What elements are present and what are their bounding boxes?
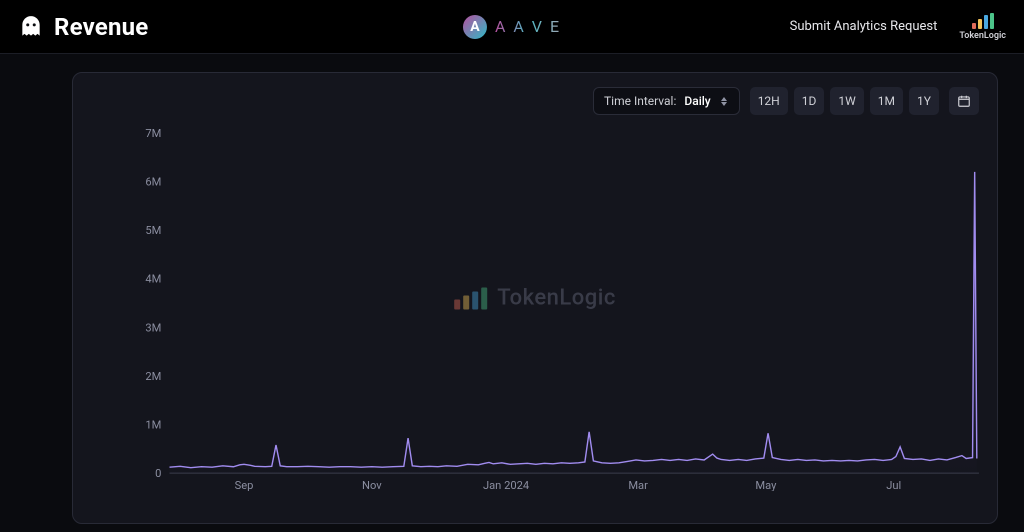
svg-text:May: May [755,479,777,491]
time-interval-value: Daily [684,94,710,108]
svg-text:0: 0 [155,467,161,480]
tokenlogic-brand[interactable]: TokenLogic [959,13,1006,41]
tokenlogic-label: TokenLogic [959,31,1006,41]
submit-analytics-link[interactable]: Submit Analytics Request [790,19,938,34]
interval-button-1d[interactable]: 1D [794,87,825,115]
svg-text:4M: 4M [145,273,161,286]
aave-logo-icon: A [463,15,487,39]
svg-text:Mar: Mar [628,479,648,491]
ghost-icon [18,14,44,40]
interval-button-1m[interactable]: 1M [870,87,903,115]
svg-text:Nov: Nov [362,479,382,491]
svg-text:2M: 2M [145,370,161,383]
time-interval-select[interactable]: Time Interval: Daily [593,87,740,115]
page-title: Revenue [54,13,148,41]
svg-text:5M: 5M [145,224,161,237]
interval-button-1w[interactable]: 1W [830,87,863,115]
aave-brand-text: A A V E [495,17,561,36]
svg-text:Jan 2024: Jan 2024 [483,479,529,491]
time-interval-label: Time Interval: [604,94,676,108]
chevron-updown-icon [719,95,729,107]
interval-button-12h[interactable]: 12H [750,87,788,115]
revenue-chart: 0 1M 2M 3M 4M 5M 6M 7M Sep Nov Jan 2024 Mar May Jul [135,127,983,491]
svg-text:3M: 3M [145,321,161,334]
svg-text:Sep: Sep [235,479,254,491]
interval-button-1y[interactable]: 1Y [909,87,939,115]
calendar-icon [957,94,971,108]
svg-text:6M: 6M [145,176,161,189]
calendar-button[interactable] [949,87,979,115]
svg-text:1M: 1M [145,419,161,432]
tokenlogic-bars-icon [972,13,994,29]
svg-text:7M: 7M [145,127,161,140]
center-brand: A A A V E [463,15,561,39]
chart-panel: Time Interval: Daily 12H1D1W1M1Y TokenLo… [72,72,998,524]
svg-text:Jul: Jul [886,479,901,491]
